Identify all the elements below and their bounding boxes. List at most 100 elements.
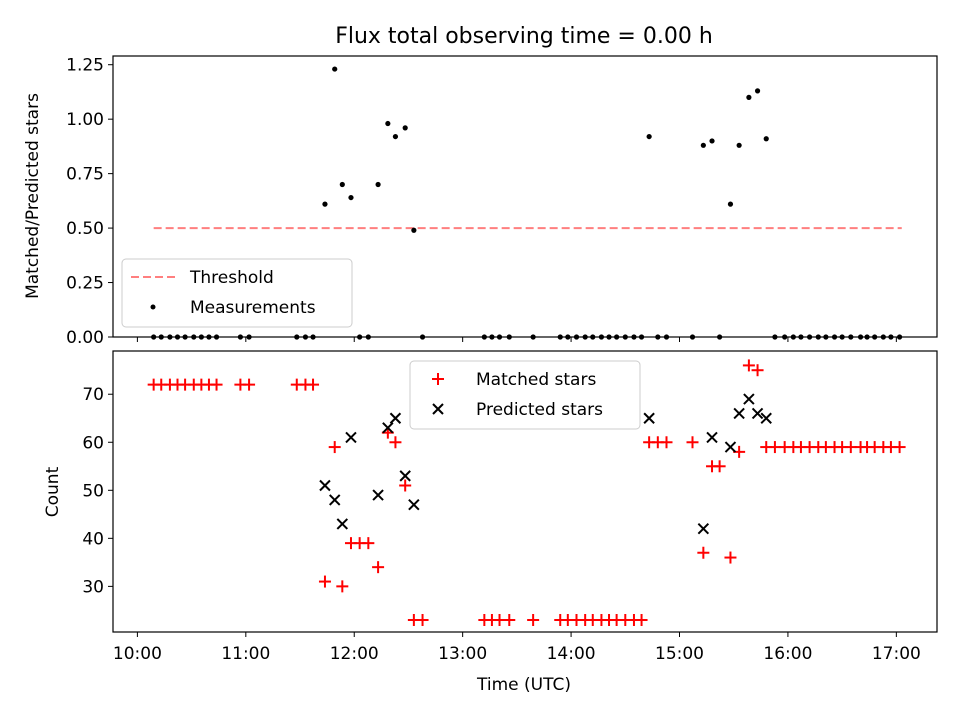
ratio-y-tick-label: 1.00: [66, 110, 104, 130]
time-x-tick-label: 14:00: [547, 644, 596, 664]
count-legend: Matched stars Predicted stars: [409, 360, 641, 430]
measurement-point: [348, 194, 354, 201]
time-x-tick-label: 17:00: [872, 644, 921, 664]
measurement-point: [709, 138, 715, 144]
time-x-axis-label: Time (UTC): [476, 675, 571, 695]
predicted-point: [743, 393, 755, 405]
predicted-point: [643, 412, 655, 424]
measurement-point: [322, 201, 328, 207]
measurement-point: [411, 227, 417, 233]
count-y-tick-label: 70: [82, 385, 104, 405]
matched-point: [318, 575, 331, 588]
ratio-x-ticks: [136, 337, 897, 342]
matched-point: [713, 460, 726, 473]
time-x-tick-label: 12:00: [330, 644, 379, 664]
predicted-point: [329, 494, 341, 506]
measurement-point: [646, 133, 652, 140]
time-x-axis: 10:00 11:00 12:00 13:00 14:00 15:00 16:00 17:00: [113, 632, 921, 664]
measurement-point: [339, 181, 345, 188]
count-legend-box: [409, 360, 641, 430]
matched-legend-label: Matched stars: [476, 370, 596, 390]
predicted-point: [751, 407, 764, 420]
matched-point: [742, 359, 755, 372]
count-y-tick-label: 40: [82, 529, 104, 549]
ratio-plot-frame: [112, 55, 938, 338]
measurement-point: [746, 94, 752, 100]
measurement-point: [727, 201, 734, 207]
measurement-point: [332, 66, 338, 72]
matched-point: [724, 551, 737, 564]
measurement-point: [763, 136, 769, 142]
matched-point: [210, 378, 223, 391]
ratio-y-tick-label: 1.25: [66, 56, 104, 76]
count-y-axis: 30 40 50 60 70: [82, 385, 113, 597]
time-x-tick-label: 13:00: [438, 644, 487, 664]
predicted-point: [382, 422, 394, 434]
count-marks: [147, 359, 906, 626]
count-plot-area: 30 40 50 60 70 10:00 11:00 12:00 13:00 14:00 15:0…: [43, 350, 938, 695]
predicted-point: [706, 431, 718, 444]
ratio-y-axis-label: Matched/Predicted stars: [23, 93, 43, 299]
measurements-legend-marker: [150, 304, 156, 310]
matched-point: [635, 613, 648, 626]
matched-point: [328, 441, 341, 454]
measurement-point: [392, 133, 399, 140]
measurement-point: [375, 181, 381, 188]
time-x-tick-label: 15:00: [655, 644, 704, 664]
matched-point: [416, 613, 429, 626]
measurements-legend-label: Measurements: [190, 298, 316, 318]
predicted-point: [697, 523, 710, 535]
ratio-y-tick-label: 0.25: [66, 274, 104, 294]
ratio-y-tick-label: 0.00: [66, 328, 104, 348]
matched-point: [660, 436, 673, 449]
matched-point: [372, 561, 385, 574]
ratio-legend: Threshold Measurements: [121, 258, 353, 328]
chart-title: Flux total observing time = 0.00 h: [335, 24, 713, 49]
matched-legend-marker: [432, 373, 444, 385]
ratio-y-tick-label: 0.75: [66, 165, 104, 185]
measurement-point: [402, 125, 408, 131]
predicted-legend-label: Predicted stars: [476, 400, 603, 420]
predicted-point: [336, 518, 349, 530]
matched-point: [243, 378, 256, 391]
measurement-point: [754, 88, 761, 94]
predicted-point: [408, 499, 420, 511]
ratio-plot-area: 0.00 0.25 0.50 0.75 1.00 1.25 Matched/Predict…: [23, 55, 938, 348]
count-y-tick-label: 60: [82, 433, 104, 453]
matched-point: [697, 546, 710, 559]
count-y-tick-label: 30: [82, 577, 104, 597]
matched-point: [751, 364, 764, 377]
threshold-legend-label: Threshold: [189, 268, 274, 288]
matched-point: [503, 613, 516, 626]
predicted-point: [733, 407, 745, 420]
matched-point: [362, 537, 375, 550]
predicted-point: [724, 441, 737, 453]
count-y-tick-label: 50: [82, 481, 104, 501]
predicted-legend-marker: [432, 403, 444, 415]
count-y-axis-label: Count: [43, 466, 63, 517]
predicted-point: [345, 431, 357, 444]
predicted-point: [372, 489, 384, 501]
ratio-y-axis: 0.00 0.25 0.50 0.75 1.00 1.25: [66, 56, 113, 348]
measurement-point: [736, 142, 742, 148]
ratio-y-tick-label: 0.50: [66, 219, 104, 239]
predicted-point: [399, 470, 411, 482]
matched-point: [686, 436, 699, 449]
predicted-point: [389, 412, 402, 424]
ratio-legend-box: [121, 258, 353, 328]
matched-point: [527, 613, 540, 626]
time-x-tick-label: 11:00: [221, 644, 270, 664]
predicted-point: [760, 412, 772, 424]
time-x-tick-label: 10:00: [113, 644, 162, 664]
matched-point: [307, 378, 320, 391]
time-x-tick-label: 16:00: [763, 644, 812, 664]
measurement-point: [385, 120, 391, 127]
matched-point: [399, 479, 412, 492]
matched-point: [389, 436, 402, 449]
matched-point: [893, 441, 906, 454]
measurement-point: [700, 142, 706, 148]
matched-point: [336, 580, 349, 593]
predicted-point: [319, 479, 331, 492]
count-plot-frame: [112, 350, 938, 633]
